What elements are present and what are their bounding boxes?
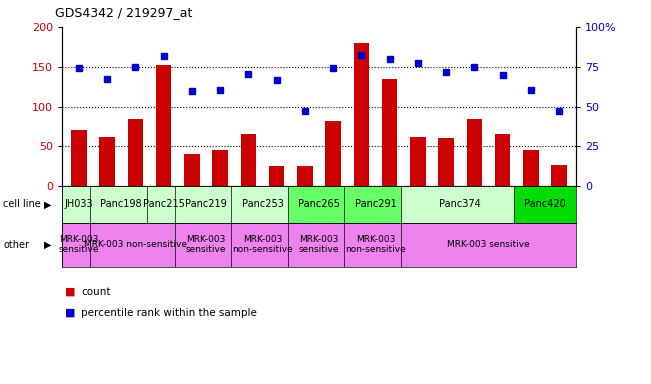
Text: JH033: JH033 <box>64 199 93 210</box>
Text: Panc265: Panc265 <box>298 199 340 210</box>
Text: Panc253: Panc253 <box>242 199 283 210</box>
Text: other: other <box>3 240 29 250</box>
Bar <box>269 166 284 186</box>
Bar <box>241 134 256 186</box>
Bar <box>353 43 369 186</box>
Bar <box>382 79 397 186</box>
Bar <box>523 150 538 186</box>
Bar <box>297 166 312 186</box>
Bar <box>401 223 576 267</box>
Bar <box>184 154 200 186</box>
Text: Panc198: Panc198 <box>100 199 142 210</box>
Bar <box>551 165 567 186</box>
Text: cell line: cell line <box>3 199 41 210</box>
Text: Panc374: Panc374 <box>439 199 481 210</box>
Text: MRK-003 sensitive: MRK-003 sensitive <box>447 240 530 249</box>
Text: count: count <box>81 287 111 297</box>
Bar <box>90 186 152 223</box>
Bar <box>288 186 350 223</box>
Text: ■: ■ <box>65 287 76 297</box>
Text: ▶: ▶ <box>44 240 51 250</box>
Bar <box>212 150 228 186</box>
Text: Panc291: Panc291 <box>355 199 396 210</box>
Bar <box>514 186 576 223</box>
Text: MRK-003
sensitive: MRK-003 sensitive <box>186 235 226 255</box>
Text: ■: ■ <box>65 308 76 318</box>
Bar <box>175 223 237 267</box>
Text: MRK-003
sensitive: MRK-003 sensitive <box>299 235 339 255</box>
Text: Panc215: Panc215 <box>143 199 184 210</box>
Text: MRK-003
sensitive: MRK-003 sensitive <box>59 235 99 255</box>
Bar <box>62 186 96 223</box>
Bar <box>128 119 143 186</box>
Bar <box>231 186 294 223</box>
Bar <box>401 186 519 223</box>
Bar <box>231 223 294 267</box>
Bar <box>344 223 407 267</box>
Bar <box>90 223 180 267</box>
Text: Panc420: Panc420 <box>524 199 566 210</box>
Text: MRK-003
non-sensitive: MRK-003 non-sensitive <box>345 235 406 255</box>
Bar <box>495 134 510 186</box>
Bar <box>410 137 426 186</box>
Bar <box>100 137 115 186</box>
Text: MRK-003 non-sensitive: MRK-003 non-sensitive <box>84 240 187 249</box>
Bar <box>146 186 180 223</box>
Text: percentile rank within the sample: percentile rank within the sample <box>81 308 257 318</box>
Bar <box>71 131 87 186</box>
Bar <box>156 65 171 186</box>
Text: ▶: ▶ <box>44 199 51 210</box>
Bar <box>438 139 454 186</box>
Text: GDS4342 / 219297_at: GDS4342 / 219297_at <box>55 6 193 19</box>
Bar <box>326 121 341 186</box>
Bar <box>467 119 482 186</box>
Text: Panc219: Panc219 <box>185 199 227 210</box>
Bar <box>288 223 350 267</box>
Bar <box>175 186 237 223</box>
Bar <box>344 186 407 223</box>
Text: MRK-003
non-sensitive: MRK-003 non-sensitive <box>232 235 293 255</box>
Bar <box>62 223 96 267</box>
